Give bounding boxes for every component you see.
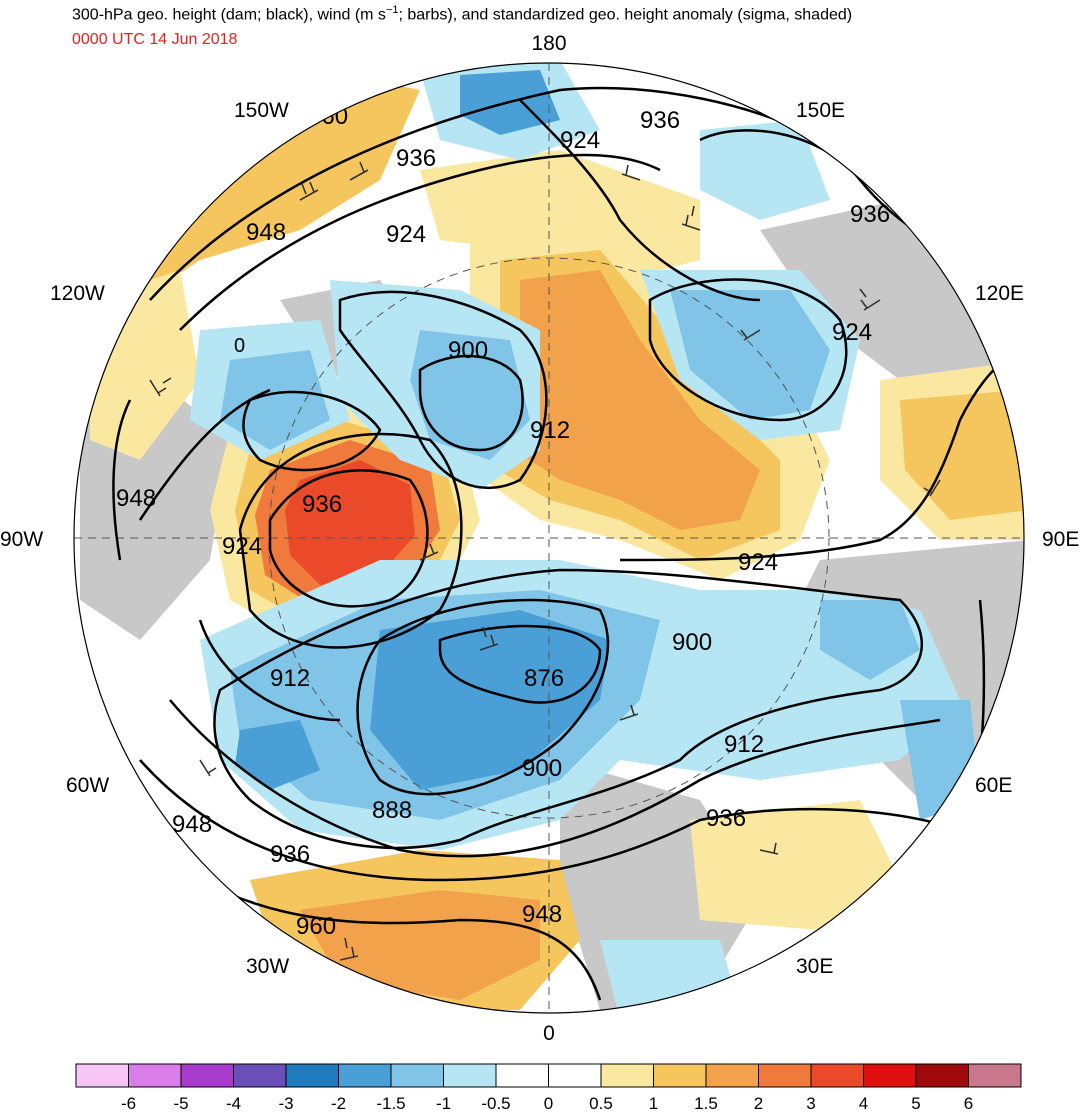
contour-label: 936 <box>640 107 680 134</box>
colorbar-tick-label: 2 <box>754 1094 763 1112</box>
contour-label: 924 <box>560 127 600 154</box>
anomaly-patch <box>235 720 320 790</box>
colorbar-tick-label: 6 <box>964 1094 973 1112</box>
colorbar-tick-label: 1 <box>649 1094 658 1112</box>
lon-label-120w: 120W <box>50 282 105 305</box>
contour-label: 924 <box>832 319 872 346</box>
contour-label: 900 <box>672 629 712 656</box>
map-disk: 960 936 924 936 948 924 900 912 936 924 … <box>74 63 1024 1013</box>
colorbar-tick-label: 0.5 <box>589 1094 613 1112</box>
colorbar-swatch <box>705 1063 759 1088</box>
contour-labels: 960 936 924 936 948 924 900 912 936 924 … <box>116 103 890 940</box>
colorbar-swatch <box>390 1063 444 1088</box>
colorbar-swatch <box>285 1063 339 1088</box>
anomaly-patch <box>220 350 330 450</box>
contour-label: 948 <box>522 901 562 928</box>
lon-label-120e: 120E <box>975 282 1024 305</box>
anomaly-patch <box>820 600 920 680</box>
colorbar-tick-label: 3 <box>806 1094 815 1112</box>
anomaly-patch <box>285 460 415 585</box>
colorbar-tick-label: 4 <box>859 1094 868 1112</box>
colorbar-tick-label: -1.5 <box>376 1094 405 1112</box>
height-contours <box>112 86 1021 1001</box>
colorbar-swatch <box>495 1063 549 1088</box>
lon-label-180: 180 <box>531 32 566 55</box>
anomaly-patch <box>500 270 760 530</box>
map-boundary <box>73 62 1025 1014</box>
contour-label: 936 <box>706 805 746 832</box>
colorbar-swatch <box>443 1063 497 1088</box>
figure-title: 300-hPa geo. height (dam; black), wind (… <box>72 4 852 24</box>
colorbar-tick-label: 0 <box>544 1094 553 1112</box>
contour-label: 900 <box>448 337 488 364</box>
anomaly-patch <box>300 890 540 1000</box>
colorbar-swatch <box>968 1063 1022 1088</box>
colorbar-swatch <box>915 1063 969 1088</box>
colorbar-tick-label: -5 <box>173 1094 188 1112</box>
anomaly-patch <box>700 120 830 220</box>
colorbar-swatch <box>810 1063 864 1088</box>
contour-label: 936 <box>850 201 890 228</box>
title-exponent: −1 <box>385 4 399 16</box>
lon-label-30w: 30W <box>246 955 289 978</box>
anomaly-patch <box>420 150 700 280</box>
graticule <box>74 63 1024 1013</box>
colorbar-swatch <box>548 1063 602 1088</box>
contour-label: 948 <box>172 811 212 838</box>
colorbar-swatch <box>653 1063 707 1088</box>
contour-label: 924 <box>386 221 426 248</box>
lon-label-0: 0 <box>543 1022 555 1045</box>
colorbar-tick-label: -6 <box>121 1094 136 1112</box>
colorbar-tick-label: -1 <box>436 1094 451 1112</box>
contour-label: 948 <box>246 219 286 246</box>
lon-label-60e: 60E <box>975 774 1012 797</box>
colorbar-swatch <box>600 1063 654 1088</box>
contour-label: 912 <box>724 731 764 758</box>
colorbar: -6 -5 -4 -3 -2 -1.5 -1 -0.5 0 0.5 1 1.5 2 3 4 5 6 <box>75 1063 1022 1112</box>
contour-label: 960 <box>296 913 336 940</box>
lon-label-60w: 60W <box>66 774 109 797</box>
contour-label: 924 <box>738 549 778 576</box>
colorbar-tick-label: 5 <box>911 1094 920 1112</box>
contour-label: 960 <box>308 103 348 130</box>
anomaly-patch <box>370 610 610 790</box>
longitude-labels: 180 150E 120E 90E 60E 30E 0 30W 60W 90W … <box>0 32 1079 1045</box>
lon-label-30e: 30E <box>796 955 833 978</box>
colorbar-tick-label: 1.5 <box>694 1094 718 1112</box>
colorbar-swatch <box>758 1063 812 1088</box>
colorbar-swatch <box>128 1063 182 1088</box>
colorbar-swatch <box>338 1063 392 1088</box>
colorbar-tick-label: -2 <box>331 1094 346 1112</box>
contour-label: 936 <box>270 841 310 868</box>
lon-label-150w: 150W <box>234 99 289 122</box>
colorbar-tick-label: -0.5 <box>481 1094 510 1112</box>
anomaly-patch <box>670 290 830 420</box>
contour-label: 936 <box>396 145 436 172</box>
contour-label: 948 <box>116 485 156 512</box>
colorbar-tick-label: -3 <box>278 1094 293 1112</box>
contour-label: 912 <box>530 417 570 444</box>
lon-label-90w: 90W <box>0 528 43 551</box>
contour-label: 876 <box>524 665 564 692</box>
contour-label: 912 <box>270 665 310 692</box>
title-prefix: 300-hPa geo. height (dam; black), wind (… <box>72 6 386 24</box>
valid-time: 0000 UTC 14 Jun 2018 <box>72 31 238 48</box>
colorbar-swatch <box>863 1063 917 1088</box>
colorbar-swatch <box>75 1063 129 1088</box>
colorbar-swatch <box>180 1063 234 1088</box>
contour-label: 924 <box>222 533 262 560</box>
contour-label: 888 <box>372 797 412 824</box>
contour-label: 0 <box>234 335 245 357</box>
colorbar-swatch <box>233 1063 287 1088</box>
wind-barbs <box>149 161 941 961</box>
colorbar-tick-label: -4 <box>226 1094 241 1112</box>
lon-label-90e: 90E <box>1042 528 1079 551</box>
title-suffix: ; barbs), and standardized geo. height a… <box>398 6 853 24</box>
lon-label-150e: 150E <box>796 99 845 122</box>
contour-label: 936 <box>302 491 342 518</box>
contour-label: 900 <box>522 755 562 782</box>
anomaly-patch <box>690 800 900 930</box>
